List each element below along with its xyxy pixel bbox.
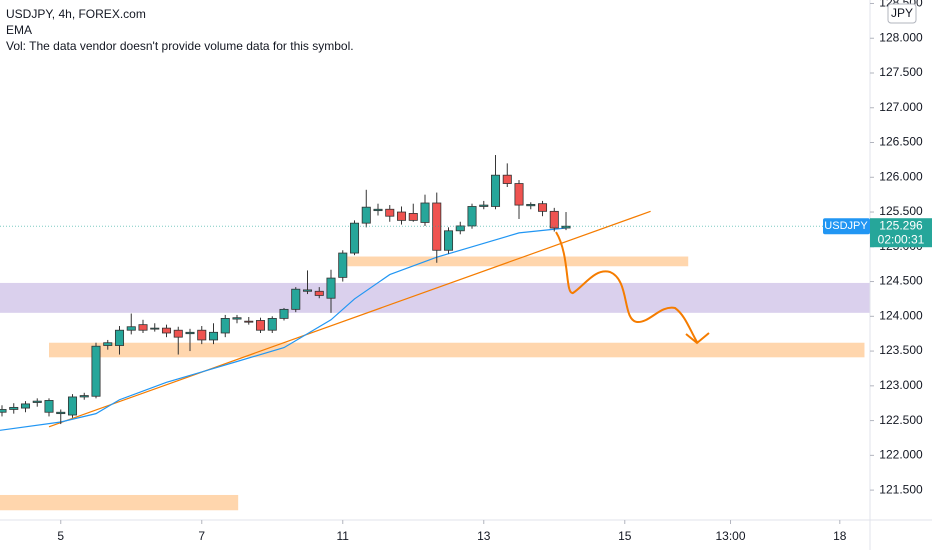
candle-body [502, 174, 512, 184]
candle-body [349, 222, 360, 254]
x-tick-label: 15 [618, 529, 632, 543]
candle-body [138, 324, 148, 331]
candle-body [197, 329, 207, 341]
candle-body [302, 289, 313, 292]
candle-body [420, 202, 430, 223]
volume-note: Vol: The data vendor doesn't provide vol… [6, 39, 354, 53]
y-tick-label: 124.500 [879, 274, 923, 288]
candle-body [279, 308, 289, 319]
candle-body [126, 326, 136, 331]
zone [347, 256, 689, 267]
y-tick-label: 126.500 [879, 135, 923, 149]
candle-body [479, 204, 489, 207]
candle-body [326, 277, 336, 299]
symbol-label: USDJPY [824, 220, 868, 232]
candle-body [561, 225, 571, 229]
y-tick-label: 122.000 [879, 448, 923, 462]
axes: 121.500 122.000 122.500 123.000 123.500 124.0… [57, 0, 932, 543]
indicator-name: EMA [6, 23, 32, 37]
chart-title: USDJPY, 4h, FOREX.com [6, 7, 146, 21]
zone [0, 494, 239, 511]
candle-body [185, 331, 195, 335]
candle-body [467, 206, 477, 227]
candle-body [67, 396, 78, 416]
candle-body [444, 230, 454, 251]
price-label: 125.296 [879, 218, 923, 232]
candle-body [338, 252, 348, 278]
x-tick-label: 5 [57, 529, 64, 543]
currency-box [887, 3, 917, 24]
candle-body [455, 225, 465, 232]
y-tick-label: 125.500 [879, 204, 923, 218]
x-tick-label: 13 [477, 529, 491, 543]
candle-body [0, 409, 7, 413]
currency: JPY [891, 6, 913, 20]
candle-body [150, 327, 160, 330]
y-tick-label: 121.500 [879, 482, 923, 496]
candle-body [267, 317, 277, 331]
y-tick-label: 122.500 [879, 413, 923, 427]
countdown: 02:00:31 [878, 232, 925, 246]
ema-line [0, 227, 567, 431]
candle-body [91, 345, 101, 397]
candle-body [314, 290, 324, 296]
candle-body [32, 400, 42, 403]
candle-body [114, 329, 125, 346]
candle-body [9, 406, 19, 410]
y-tick-label: 127.500 [879, 65, 923, 79]
x-tick-label: 18 [833, 529, 847, 543]
candle-body [549, 210, 559, 229]
candle-body [220, 317, 230, 334]
candle-body [244, 320, 254, 323]
y-tick-label: 124.000 [879, 308, 923, 322]
candle-body [103, 342, 113, 346]
y-tick-label: 127.000 [879, 100, 923, 114]
candle-body [56, 411, 66, 415]
y-tick-label: 123.500 [879, 343, 923, 357]
candle-body [173, 329, 183, 338]
y-tick-label: 126.000 [879, 169, 923, 183]
candle-body [255, 320, 266, 331]
zone [0, 282, 870, 313]
candle-body [514, 183, 524, 206]
candle-body [432, 202, 442, 251]
y-tick-label: 123.000 [879, 378, 923, 392]
x-tick-label: 11 [337, 529, 350, 543]
candle-body [361, 206, 371, 224]
candle-body [538, 203, 548, 212]
candle-body [161, 327, 172, 334]
zone [48, 342, 865, 358]
y-tick-label: 128.000 [879, 30, 923, 44]
candle-body [526, 203, 536, 207]
plot-area [0, 155, 870, 511]
candle-body [491, 174, 501, 207]
candle-body [208, 331, 219, 341]
candle-body [20, 403, 31, 409]
drawn-arrow [555, 231, 710, 345]
symbol-box [823, 218, 870, 235]
trendline [48, 210, 651, 428]
candle-body [291, 288, 301, 310]
candle-body [44, 400, 54, 413]
candle-body [408, 213, 418, 221]
candle-body [373, 208, 383, 212]
candle-body [396, 211, 407, 221]
candle-body [79, 395, 89, 398]
x-tick-label: 7 [198, 529, 205, 543]
candle-body [385, 208, 395, 217]
price-box [870, 218, 932, 248]
x-tick-label: 13:00 [716, 529, 746, 543]
candle-body [232, 317, 242, 320]
